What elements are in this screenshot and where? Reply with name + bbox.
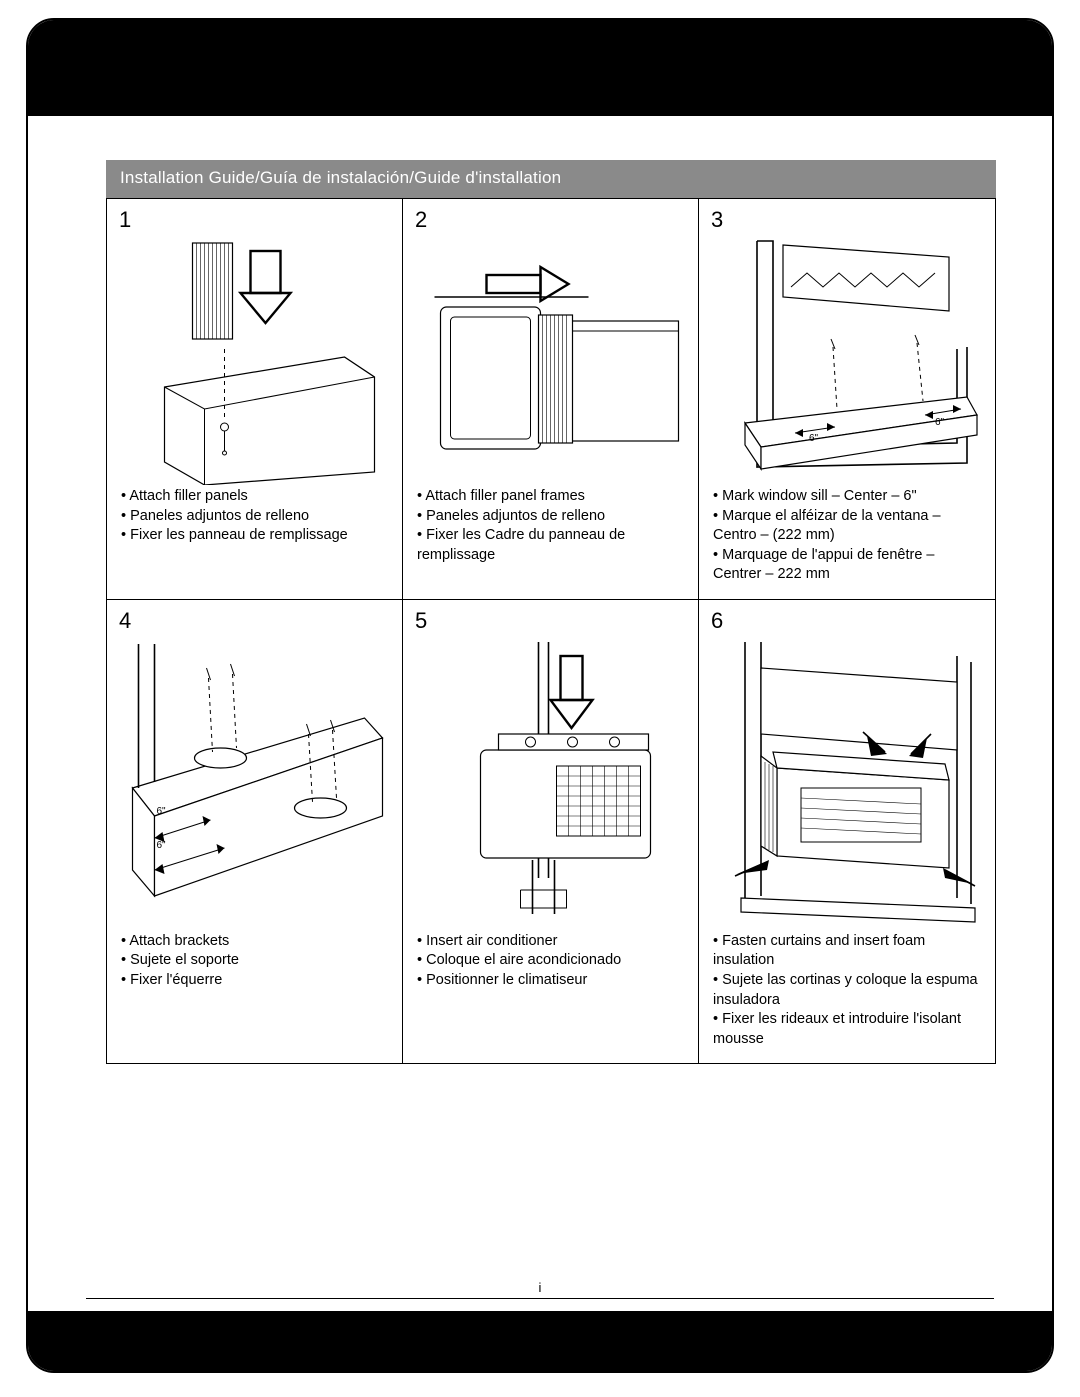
svg-text:6": 6" (935, 417, 945, 428)
illustration-5 (415, 638, 686, 930)
bullet-text: Fixer les panneau de remplissage (121, 526, 388, 546)
step-5-bullets: Insert air conditioner Coloque el aire a… (415, 930, 686, 991)
bullet-text: Sujete el soporte (121, 951, 388, 971)
step-cell-5: 5 (403, 600, 699, 1063)
illustration-6 (711, 638, 983, 930)
bullet-text: Insert air conditioner (417, 932, 684, 952)
bullet-text: Attach filler panels (121, 487, 388, 507)
page-number: i (28, 1280, 1052, 1295)
bullet-text: Coloque el aire acondicionado (417, 951, 684, 971)
bullet-text: Paneles adjuntos de relleno (417, 507, 684, 527)
illustration-4: 6" 6" (119, 638, 390, 930)
bullet-text: Fasten curtains and insert foam insulati… (713, 932, 981, 971)
illustration-2 (415, 237, 686, 485)
bullet-text: Fixer les rideaux et introduire l'isolan… (713, 1010, 981, 1049)
svg-text:6": 6" (809, 433, 819, 444)
content-area: Installation Guide/Guía de instalación/G… (106, 160, 996, 1261)
step-number: 5 (415, 608, 686, 634)
step-number: 3 (711, 207, 983, 233)
bullet-text: Attach brackets (121, 932, 388, 952)
step-cell-3: 3 (699, 199, 995, 600)
step-number: 6 (711, 608, 983, 634)
step-2-bullets: Attach filler panel frames Paneles adjun… (415, 485, 686, 565)
step-number: 4 (119, 608, 390, 634)
step-6-bullets: Fasten curtains and insert foam insulati… (711, 930, 983, 1049)
header-bar (28, 20, 1052, 116)
dim-label: 6" (157, 840, 167, 851)
dim-label: 6" (157, 806, 167, 817)
illustration-1 (119, 237, 390, 485)
step-number: 2 (415, 207, 686, 233)
step-cell-2: 2 (403, 199, 699, 600)
step-1-bullets: Attach filler panels Paneles adjuntos de… (119, 485, 390, 546)
bullet-text: Attach filler panel frames (417, 487, 684, 507)
illustration-3: 6" 6" (711, 237, 983, 485)
bullet-text: Positionner le climatiseur (417, 971, 684, 991)
step-cell-6: 6 (699, 600, 995, 1063)
step-number: 1 (119, 207, 390, 233)
bullet-text: Mark window sill – Center – 6" (713, 487, 981, 507)
steps-grid: 1 (106, 198, 996, 1064)
step-cell-1: 1 (107, 199, 403, 600)
bullet-text: Sujete las cortinas y coloque la espuma … (713, 971, 981, 1010)
step-cell-4: 4 (107, 600, 403, 1063)
bullet-text: Fixer les Cadre du panneau de remplissag… (417, 526, 684, 565)
bullet-text: Paneles adjuntos de relleno (121, 507, 388, 527)
step-3-bullets: Mark window sill – Center – 6" Marque el… (711, 485, 983, 585)
bullet-text: Marquage de l'appui de fenêtre – Centrer… (713, 546, 981, 585)
step-4-bullets: Attach brackets Sujete el soporte Fixer … (119, 930, 390, 991)
bullet-text: Fixer l'équerre (121, 971, 388, 991)
section-title-bar: Installation Guide/Guía de instalación/G… (106, 160, 996, 198)
bullet-text: Marque el alféizar de la ventana – Centr… (713, 507, 981, 546)
footer-rule (86, 1298, 994, 1299)
page-frame: i Installation Guide/Guía de instalación… (26, 18, 1054, 1373)
footer-bar (28, 1311, 1052, 1371)
